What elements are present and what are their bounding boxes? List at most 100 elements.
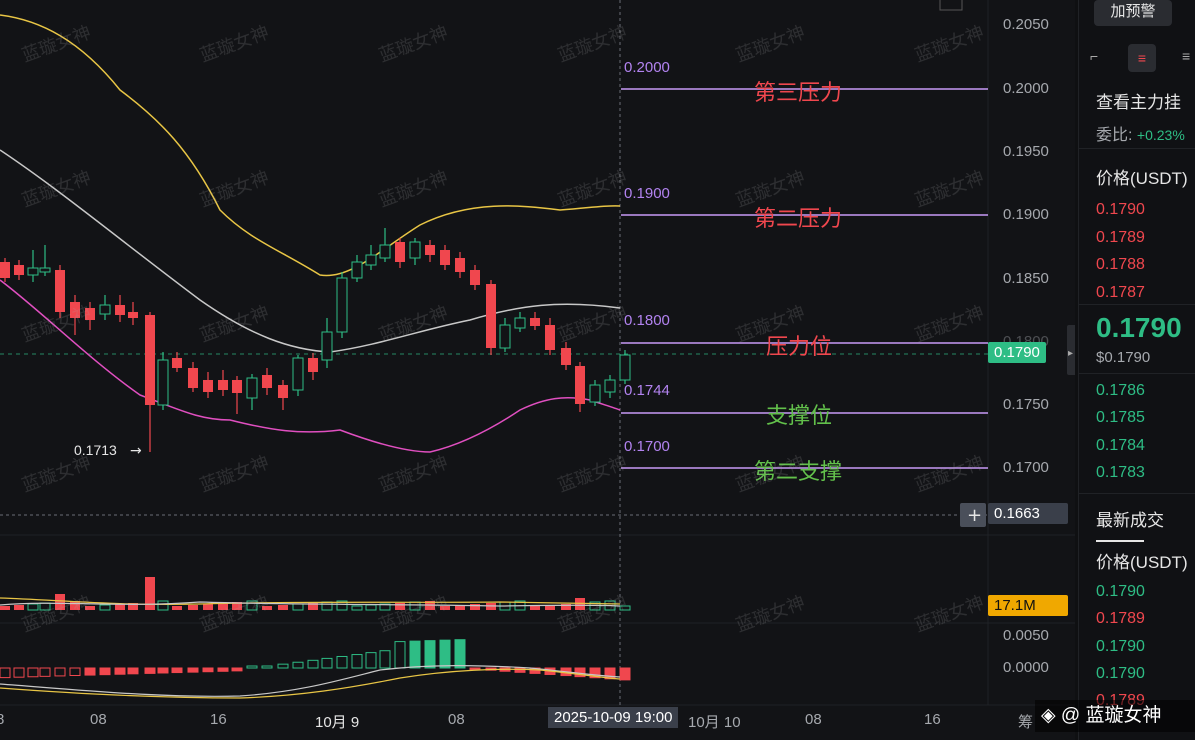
ask-price[interactable]: 0.1790 bbox=[1096, 201, 1145, 218]
macd-bar bbox=[379, 650, 391, 669]
candle-body bbox=[70, 302, 80, 318]
trade-price: 0.1790 bbox=[1096, 665, 1145, 682]
time-axis-label: 08 bbox=[448, 711, 465, 728]
trade-price: 0.1790 bbox=[1096, 638, 1145, 655]
volume-bar bbox=[351, 605, 363, 611]
time-axis-label: 08 bbox=[90, 711, 107, 728]
volume-bar bbox=[246, 600, 258, 611]
macd-bar bbox=[619, 667, 631, 681]
level-price-2nd-support: 0.1700 bbox=[624, 438, 670, 455]
order-ratio: 委比: +0.23% bbox=[1096, 121, 1185, 145]
macd-bar bbox=[365, 652, 377, 669]
candle-body bbox=[278, 385, 288, 398]
volume-bar bbox=[308, 603, 318, 610]
divider bbox=[1078, 304, 1195, 305]
ratio-label: 委比: bbox=[1096, 127, 1133, 144]
candle-body bbox=[589, 384, 601, 403]
macd-bar bbox=[336, 655, 348, 669]
chart-settings-icon bbox=[939, 0, 963, 11]
volume-bar bbox=[409, 601, 421, 611]
candle-body bbox=[232, 380, 242, 393]
macd-line-gray bbox=[0, 665, 621, 697]
macd-bar bbox=[454, 639, 466, 669]
price-axis-label: 0.1900 bbox=[1003, 206, 1049, 223]
last-price: 0.1790 bbox=[1096, 312, 1182, 343]
bid-price[interactable]: 0.1784 bbox=[1096, 437, 1145, 454]
time-axis-label: 08 bbox=[805, 711, 822, 728]
trades-tab-underline bbox=[1096, 540, 1144, 542]
macd-bar bbox=[13, 667, 25, 678]
volume-bar bbox=[70, 601, 80, 610]
label-support: 支撑位 bbox=[766, 403, 833, 428]
divider bbox=[1078, 373, 1195, 374]
volume-tag: 17.1M bbox=[988, 595, 1068, 616]
divider bbox=[1078, 148, 1195, 149]
candle-body bbox=[145, 315, 155, 405]
macd-bar bbox=[144, 667, 156, 674]
volume-bar bbox=[39, 602, 51, 611]
macd-bar bbox=[202, 667, 214, 673]
volume-bar bbox=[115, 604, 125, 610]
candle-body bbox=[172, 358, 182, 368]
macd-bar bbox=[261, 665, 273, 669]
candle-body bbox=[0, 262, 10, 278]
ask-price[interactable]: 0.1788 bbox=[1096, 256, 1145, 273]
label-2nd-resistance: 第二压力 bbox=[754, 206, 843, 231]
layout-both-icon[interactable]: ⌐ bbox=[1090, 48, 1099, 64]
price-axis-label: 0.2050 bbox=[1003, 16, 1049, 33]
macd-axis-label: 0.0000 bbox=[1003, 659, 1049, 676]
layout-asks-icon[interactable]: ≡ bbox=[1182, 48, 1191, 64]
bid-price[interactable]: 0.1785 bbox=[1096, 409, 1145, 426]
candle-body bbox=[575, 366, 585, 404]
candle-body bbox=[440, 250, 450, 265]
level-price-2nd-resistance: 0.1900 bbox=[624, 185, 670, 202]
candle-body bbox=[619, 354, 631, 381]
macd-bar bbox=[394, 641, 406, 669]
macd-bar bbox=[439, 639, 451, 669]
bollinger-lower bbox=[0, 279, 621, 453]
candlestick-chart[interactable]: 0.1713 → + ▸ 0.2050 0.2000 0.1950 0.1900… bbox=[0, 0, 1075, 740]
add-alert-button[interactable]: 加预警 bbox=[1094, 0, 1172, 26]
time-axis-label: 筹 bbox=[1018, 714, 1034, 731]
bid-price[interactable]: 0.1786 bbox=[1096, 382, 1145, 399]
candle-body bbox=[455, 258, 465, 272]
ask-price[interactable]: 0.1789 bbox=[1096, 229, 1145, 246]
volume-bar bbox=[292, 603, 304, 611]
volume-bar bbox=[99, 604, 111, 611]
macd-bar bbox=[277, 663, 289, 669]
macd-bar bbox=[54, 667, 66, 677]
divider bbox=[1078, 493, 1195, 494]
ratio-value: +0.23% bbox=[1136, 127, 1185, 143]
candle-body bbox=[14, 265, 24, 275]
macd-bar bbox=[0, 667, 11, 679]
brand-logo-icon: ◈ bbox=[1041, 705, 1061, 726]
view-main-orders-link[interactable]: 查看主力挂 bbox=[1096, 93, 1181, 112]
svg-text:▸: ▸ bbox=[1068, 348, 1073, 359]
candle-body bbox=[321, 331, 333, 361]
svg-text:+: + bbox=[967, 505, 982, 526]
macd-histogram-group bbox=[0, 639, 631, 681]
crosshair-time-tag: 2025-10-09 19:00 bbox=[548, 707, 679, 728]
volume-bar bbox=[55, 594, 65, 610]
brand-name: @ 蓝璇女神 bbox=[1060, 705, 1162, 726]
candle-body bbox=[425, 245, 435, 255]
bid-price[interactable]: 0.1783 bbox=[1096, 464, 1145, 481]
candle-body bbox=[218, 380, 228, 390]
macd-bar bbox=[99, 667, 111, 676]
time-axis-label: 16 bbox=[924, 711, 941, 728]
macd-bar bbox=[217, 667, 229, 672]
level-price-support: 0.1744 bbox=[624, 382, 670, 399]
candle-body bbox=[128, 312, 138, 318]
macd-bar bbox=[157, 667, 169, 674]
price-axis-label: 0.1700 bbox=[1003, 459, 1049, 476]
volume-bar bbox=[203, 604, 213, 610]
ask-price[interactable]: 0.1787 bbox=[1096, 284, 1145, 301]
volume-bar bbox=[145, 577, 155, 610]
candle-body bbox=[395, 242, 405, 262]
candles-group bbox=[0, 228, 631, 452]
macd-bar bbox=[424, 640, 436, 669]
macd-bar bbox=[127, 667, 139, 675]
layout-bids-icon[interactable]: ≡ bbox=[1128, 44, 1156, 72]
macd-line-yellow bbox=[0, 668, 621, 699]
candle-body bbox=[499, 324, 511, 349]
